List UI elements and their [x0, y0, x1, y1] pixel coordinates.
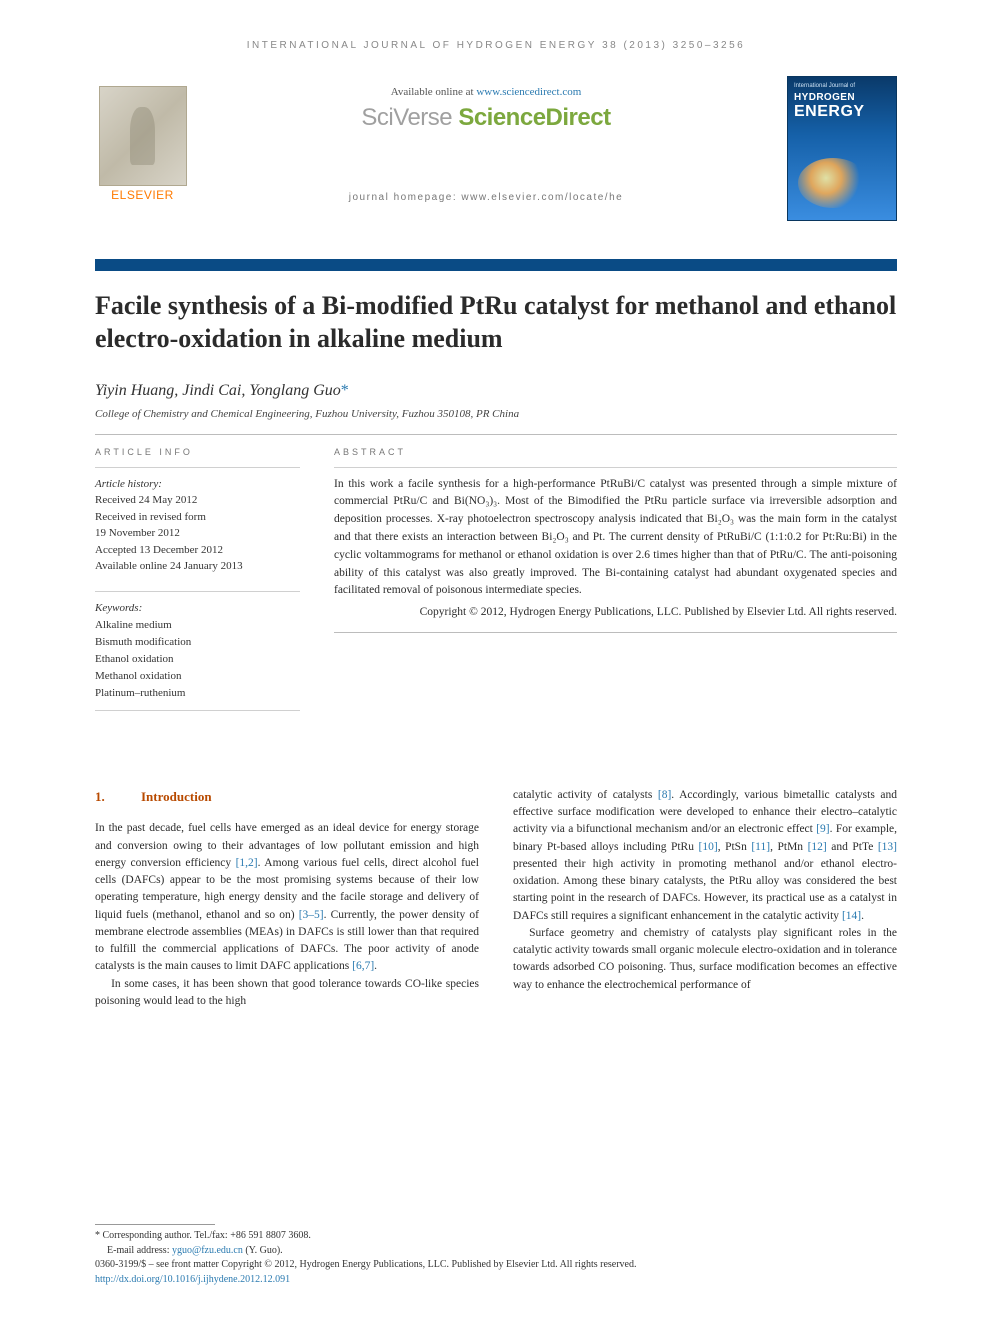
citation-link[interactable]: [12] [808, 841, 827, 853]
history-line: Available online 24 January 2013 [95, 558, 300, 575]
authors-text: Yiyin Huang, Jindi Cai, Yonglang Guo [95, 382, 341, 399]
abstract-copyright: Copyright © 2012, Hydrogen Energy Public… [334, 604, 897, 622]
abstract-label: ABSTRACT [334, 447, 897, 457]
keyword: Bismuth modification [95, 634, 300, 651]
publisher-logo[interactable]: ELSEVIER [95, 86, 190, 202]
abstract-column: ABSTRACT In this work a facile synthesis… [334, 447, 897, 711]
email-suffix: (Y. Guo). [243, 1245, 283, 1256]
publisher-name: ELSEVIER [95, 188, 190, 202]
body-col-right: catalytic activity of catalysts [8]. Acc… [513, 787, 897, 1010]
article-title: Facile synthesis of a Bi-modified PtRu c… [95, 289, 897, 356]
section-title: Introduction [141, 789, 212, 804]
citation-link[interactable]: [1,2] [236, 857, 258, 869]
section-heading: 1.Introduction [95, 787, 479, 807]
divider [334, 632, 897, 633]
article-info-label: ARTICLE INFO [95, 447, 300, 457]
keywords-header: Keywords: [95, 600, 300, 617]
text-run: . [374, 960, 377, 972]
cover-top-line: International Journal of [794, 83, 890, 90]
title-accent-bar [95, 259, 897, 271]
corresponding-author-note: * Corresponding author. Tel./fax: +86 59… [95, 1229, 897, 1244]
meta-row: ARTICLE INFO Article history: Received 2… [95, 447, 897, 711]
citation-link[interactable]: [3–5] [299, 909, 324, 921]
keyword: Methanol oxidation [95, 668, 300, 685]
history-line: 19 November 2012 [95, 525, 300, 542]
text-run: , PtSn [718, 841, 752, 853]
email-line: E-mail address: yguo@fzu.edu.cn (Y. Guo)… [95, 1244, 897, 1259]
author-email-link[interactable]: yguo@fzu.edu.cn [172, 1245, 243, 1256]
history-line: Accepted 13 December 2012 [95, 542, 300, 559]
text-run: Surface geometry and chemistry of cataly… [513, 927, 897, 991]
cover-art-icon [798, 158, 868, 208]
abstract-text: In this work a facile synthesis for a hi… [334, 467, 897, 623]
body-col-left: 1.Introduction In the past decade, fuel … [95, 787, 479, 1010]
history-line: Received 24 May 2012 [95, 492, 300, 509]
platform-prefix: SciVerse [361, 104, 458, 131]
citation-link[interactable]: [8] [658, 789, 671, 801]
sciencedirect-link[interactable]: www.sciencedirect.com [476, 86, 581, 98]
body-paragraph: In the past decade, fuel cells have emer… [95, 820, 479, 975]
cover-title-1: HYDROGEN [794, 92, 890, 103]
journal-homepage[interactable]: journal homepage: www.elsevier.com/locat… [215, 192, 757, 203]
keyword: Platinum–ruthenium [95, 685, 300, 702]
text-run: , PtMn [770, 841, 807, 853]
footnotes: * Corresponding author. Tel./fax: +86 59… [95, 1224, 897, 1287]
body-paragraph: catalytic activity of catalysts [8]. Acc… [513, 787, 897, 925]
history-line: Received in revised form [95, 509, 300, 526]
corresponding-mark: * [341, 382, 349, 399]
citation-link[interactable]: [9] [816, 823, 829, 835]
header-center: Available online at www.sciencedirect.co… [215, 86, 757, 203]
body-columns: 1.Introduction In the past decade, fuel … [95, 787, 897, 1010]
platform-logo: SciVerse ScienceDirect [215, 104, 757, 132]
citation-link[interactable]: [10] [699, 841, 718, 853]
doi-link[interactable]: http://dx.doi.org/10.1016/j.ijhydene.201… [95, 1274, 290, 1285]
running-head: INTERNATIONAL JOURNAL OF HYDROGEN ENERGY… [95, 40, 897, 51]
divider [95, 434, 897, 435]
article-history: Article history: Received 24 May 2012 Re… [95, 467, 300, 575]
citation-link[interactable]: [6,7] [352, 960, 374, 972]
citation-link[interactable]: [13] [878, 841, 897, 853]
elsevier-tree-icon [99, 86, 187, 186]
history-header: Article history: [95, 476, 300, 493]
body-paragraph: In some cases, it has been shown that go… [95, 976, 479, 1011]
body-paragraph: Surface geometry and chemistry of cataly… [513, 925, 897, 994]
author-list: Yiyin Huang, Jindi Cai, Yonglang Guo* [95, 382, 897, 400]
issn-line: 0360-3199/$ – see front matter Copyright… [95, 1258, 897, 1273]
abstract-body: In this work a facile synthesis for a hi… [334, 476, 897, 601]
keywords-block: Keywords: Alkaline medium Bismuth modifi… [95, 591, 300, 711]
header-block: ELSEVIER Available online at www.science… [95, 76, 897, 241]
journal-cover-thumbnail[interactable]: International Journal of HYDROGEN ENERGY [787, 76, 897, 221]
keyword: Alkaline medium [95, 617, 300, 634]
platform-main: ScienceDirect [458, 104, 610, 131]
available-prefix: Available online at [391, 86, 477, 98]
citation-link[interactable]: [11] [751, 841, 770, 853]
footnote-rule [95, 1224, 215, 1225]
text-run: and PtTe [827, 841, 878, 853]
text-run: In some cases, it has been shown that go… [95, 978, 479, 1007]
text-run: . [861, 910, 864, 922]
text-run: presented their high activity in promoti… [513, 858, 897, 922]
keyword: Ethanol oxidation [95, 651, 300, 668]
affiliation: College of Chemistry and Chemical Engine… [95, 408, 897, 420]
citation-link[interactable]: [14] [842, 910, 861, 922]
section-number: 1. [95, 787, 141, 807]
text-run: catalytic activity of catalysts [513, 789, 658, 801]
available-online-line: Available online at www.sciencedirect.co… [215, 86, 757, 98]
article-info-column: ARTICLE INFO Article history: Received 2… [95, 447, 300, 711]
email-label: E-mail address: [107, 1245, 172, 1256]
cover-title-2: ENERGY [794, 103, 890, 121]
